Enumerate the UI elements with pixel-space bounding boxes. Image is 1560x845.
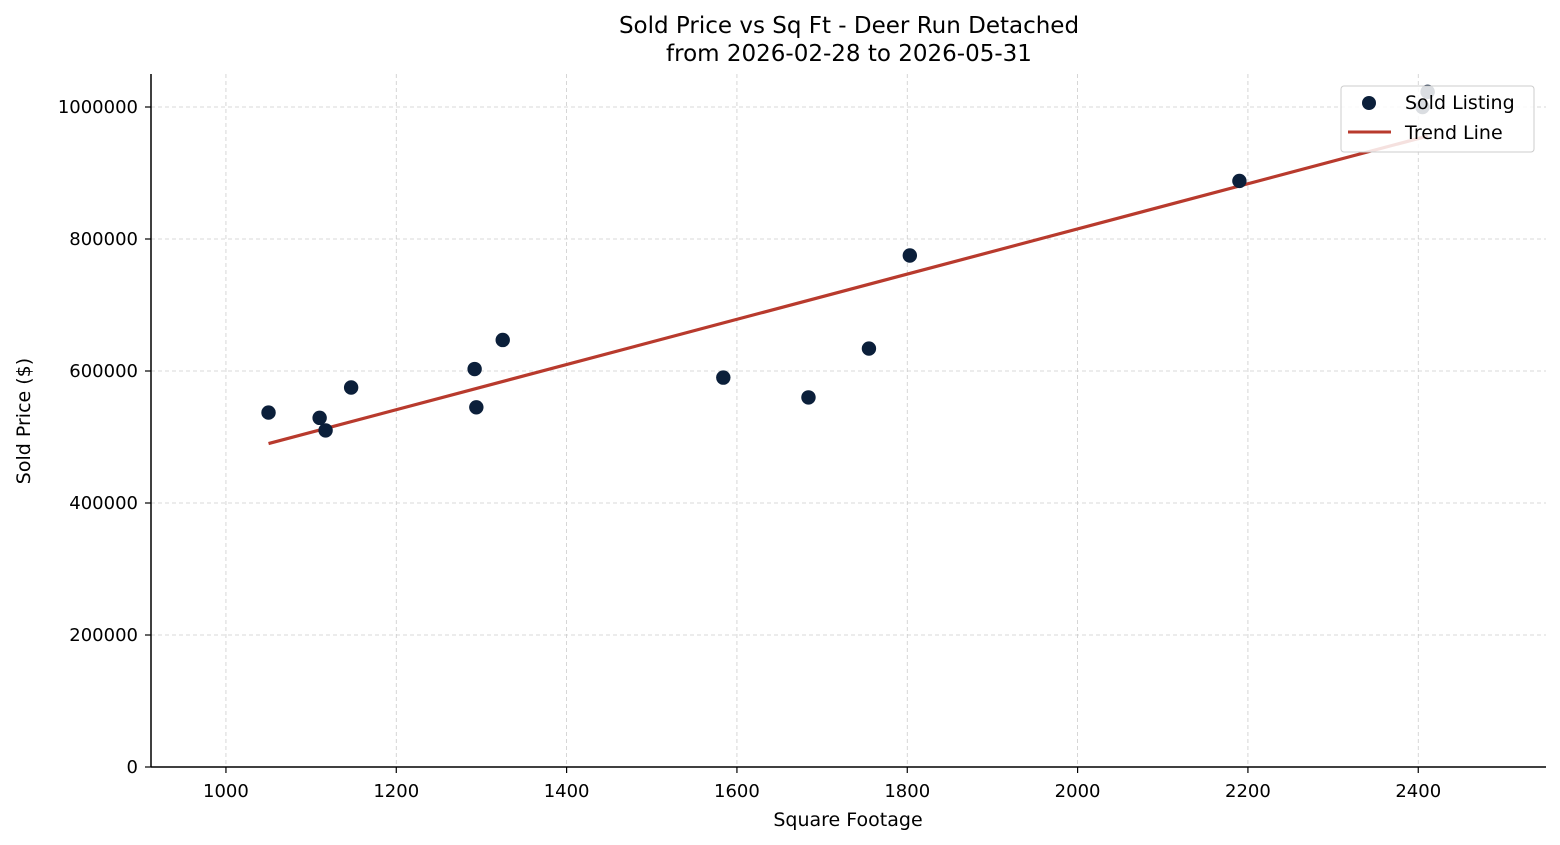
y-tick-label: 800000 xyxy=(69,229,138,250)
x-axis-ticks: 1000 1200 1400 1600 1800 2000 2200 2400 xyxy=(203,767,1441,802)
sold-listing-point xyxy=(467,361,482,377)
x-axis-label: Square Footage xyxy=(773,809,922,831)
sold-listing-point xyxy=(861,341,877,356)
x-tick-label: 2000 xyxy=(1055,781,1101,802)
y-tick-label: 1000000 xyxy=(58,97,138,118)
scatter-points-layer xyxy=(261,84,1435,438)
sold-listing-point xyxy=(902,248,918,263)
legend-label-sold-listing: Sold Listing xyxy=(1405,92,1515,114)
x-tick-label: 2400 xyxy=(1395,781,1441,802)
legend-marker-sold-listing xyxy=(1362,96,1376,110)
sold-listing-point xyxy=(716,370,731,385)
sold-listing-point xyxy=(1232,173,1247,189)
sold-listing-point xyxy=(261,405,276,420)
trend-line xyxy=(268,134,1429,446)
x-tick-label: 2200 xyxy=(1225,781,1271,802)
chart-subtitle: from 2026-02-28 to 2026-05-31 xyxy=(666,41,1032,67)
legend: Sold Listing Trend Line xyxy=(1340,85,1535,153)
x-tick-label: 1600 xyxy=(714,781,760,802)
sold-listing-point xyxy=(469,400,484,415)
legend-label-trend-line: Trend Line xyxy=(1404,122,1503,144)
chart-title: Sold Price vs Sq Ft - Deer Run Detached xyxy=(619,13,1079,39)
sold-listing-point xyxy=(495,332,510,348)
y-axis-ticks: 0 200000 400000 600000 800000 1000000 xyxy=(58,97,151,778)
trend-line-layer xyxy=(268,134,1429,446)
sold-listing-point xyxy=(343,380,359,395)
y-tick-label: 600000 xyxy=(69,361,138,382)
x-tick-label: 1800 xyxy=(884,781,930,802)
sold-listing-point xyxy=(318,423,333,438)
x-tick-label: 1000 xyxy=(203,781,249,802)
y-tick-label: 400000 xyxy=(69,493,138,514)
y-axis-label: Sold Price ($) xyxy=(13,358,35,484)
y-tick-label: 200000 xyxy=(69,625,138,646)
legend-box xyxy=(1340,85,1535,153)
sold-listing-point xyxy=(312,410,327,426)
sold-listing-point xyxy=(801,390,816,405)
x-tick-label: 1400 xyxy=(544,781,590,802)
y-tick-label: 0 xyxy=(127,757,138,778)
x-tick-label: 1200 xyxy=(373,781,419,802)
